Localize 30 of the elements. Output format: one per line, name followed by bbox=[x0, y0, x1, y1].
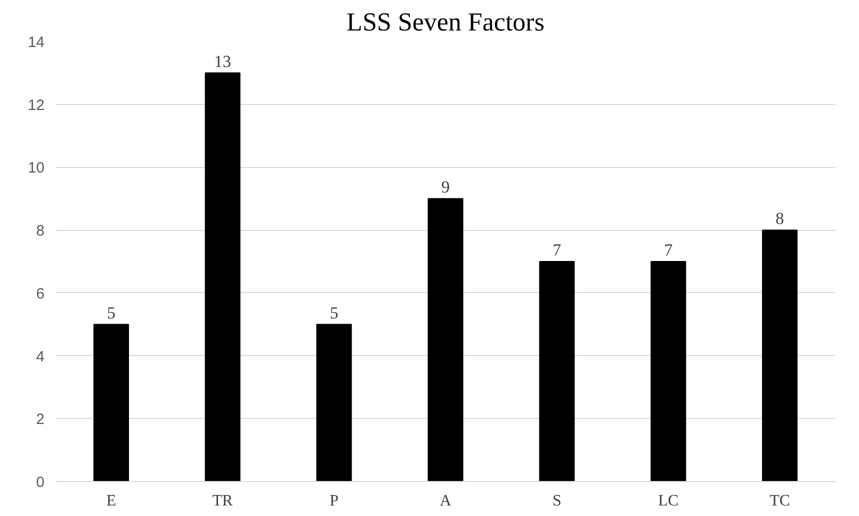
y-tick-label: 14 bbox=[28, 34, 45, 51]
y-tick-label: 12 bbox=[28, 96, 45, 114]
bar bbox=[93, 324, 129, 482]
y-tick-label: 2 bbox=[36, 411, 44, 428]
y-tick-label: 4 bbox=[36, 348, 44, 366]
data-label: 9 bbox=[441, 178, 450, 197]
bar bbox=[762, 230, 798, 482]
bar bbox=[539, 261, 575, 482]
x-tick-label: TC bbox=[770, 492, 790, 510]
data-label: 5 bbox=[106, 303, 116, 322]
chart-title: LSS Seven Factors bbox=[346, 8, 544, 36]
data-label: 7 bbox=[664, 240, 674, 260]
y-tick-label: 0 bbox=[36, 474, 44, 491]
data-label: 13 bbox=[214, 52, 232, 71]
data-label: 5 bbox=[330, 303, 338, 322]
data-label: 7 bbox=[552, 240, 562, 260]
y-tick-label: 6 bbox=[36, 285, 44, 302]
bar bbox=[204, 72, 240, 482]
x-tick-label: TR bbox=[212, 492, 234, 510]
bar bbox=[650, 261, 686, 482]
x-tick-label: A bbox=[440, 492, 452, 510]
x-tick-label: E bbox=[106, 492, 116, 510]
x-tick-label: P bbox=[330, 492, 339, 510]
bar bbox=[316, 324, 352, 482]
data-label: 8 bbox=[776, 209, 784, 228]
x-tick-label: S bbox=[552, 492, 562, 510]
y-tick-label: 8 bbox=[36, 222, 44, 240]
bar bbox=[428, 198, 464, 482]
y-tick-label: 10 bbox=[28, 160, 45, 177]
x-tick-label: LC bbox=[658, 492, 679, 510]
